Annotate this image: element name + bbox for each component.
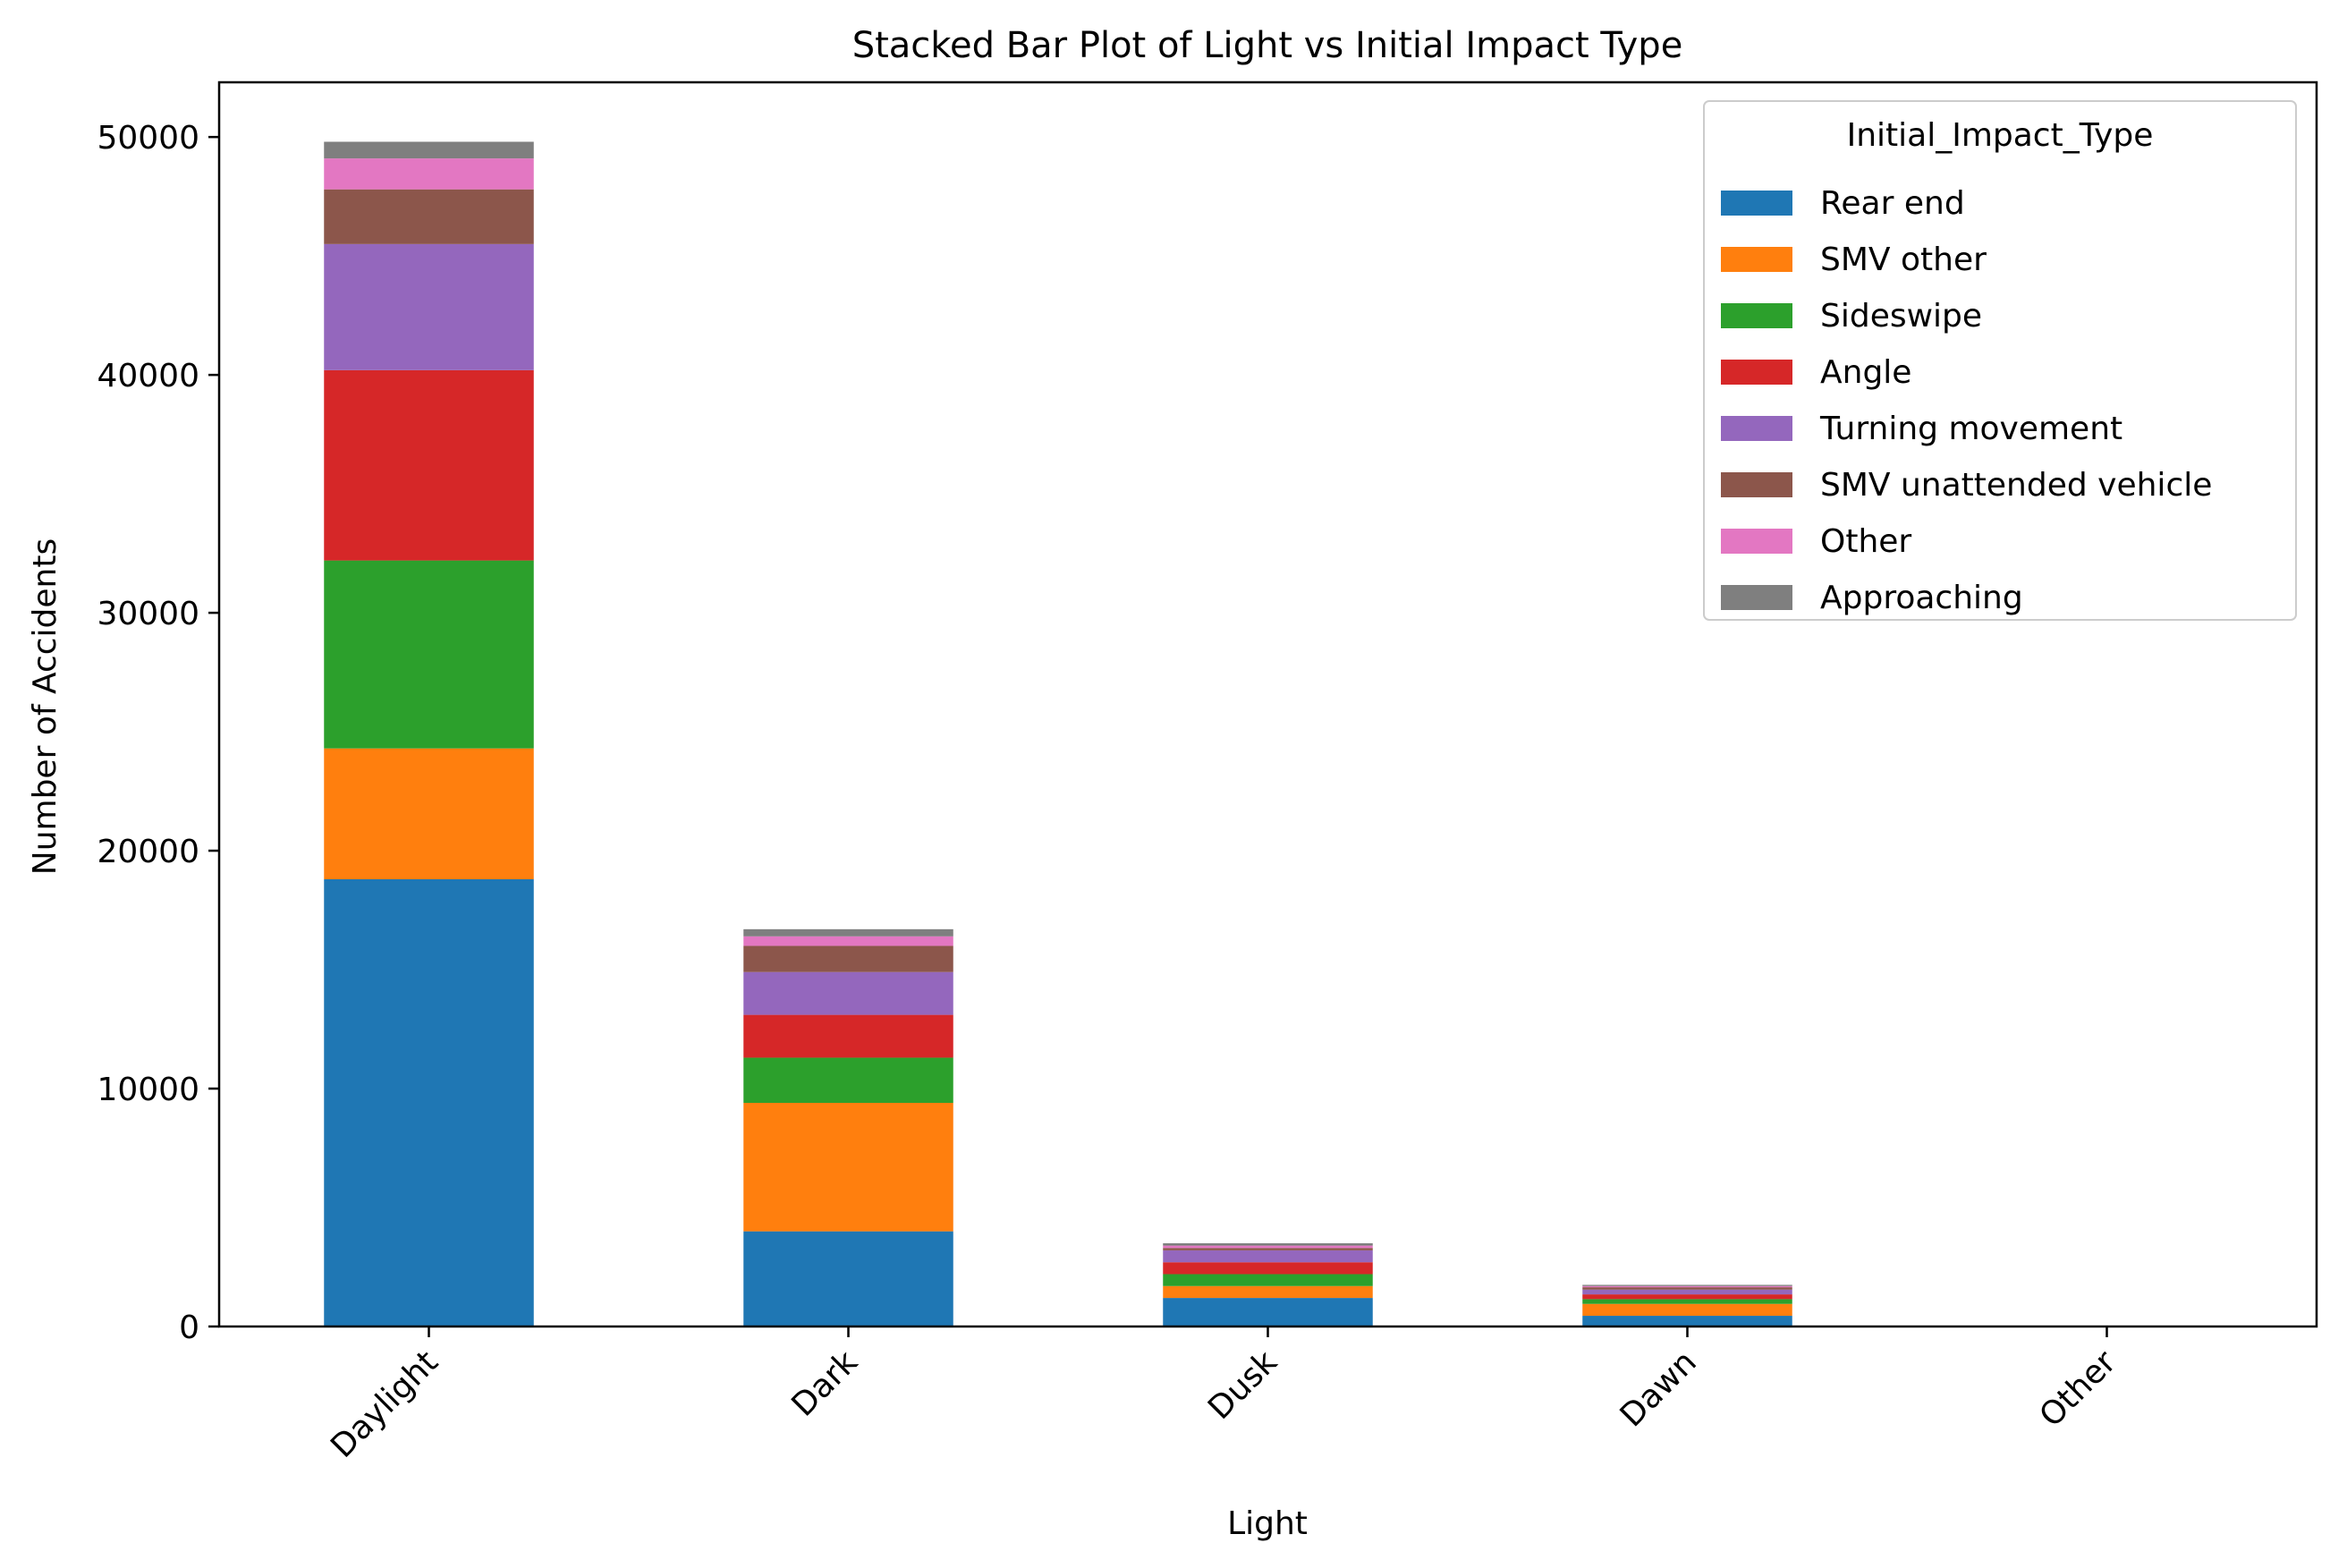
bar-segment-dawn-smv-unattended-vehicle xyxy=(1582,1287,1792,1290)
bar-segment-dark-rear-end xyxy=(743,1232,953,1326)
legend-swatch-angle xyxy=(1721,360,1792,385)
bar-segment-daylight-approaching xyxy=(324,141,534,158)
legend-label-approaching: Approaching xyxy=(1820,580,2023,616)
bar-segment-dark-sideswipe xyxy=(743,1057,953,1103)
y-tick-label: 0 xyxy=(179,1309,199,1346)
legend-title: Initial_Impact_Type xyxy=(1847,117,2154,154)
bar-segment-dark-turning-movement xyxy=(743,972,953,1015)
legend-label-smv-other: SMV other xyxy=(1820,242,1987,278)
bar-segment-dawn-angle xyxy=(1582,1294,1792,1299)
legend-swatch-smv-unattended-vehicle xyxy=(1721,472,1792,497)
bar-segment-dark-approaching xyxy=(743,929,953,937)
legend-label-other: Other xyxy=(1820,523,1911,560)
chart-title: Stacked Bar Plot of Light vs Initial Imp… xyxy=(852,25,1683,66)
legend-swatch-sideswipe xyxy=(1721,303,1792,328)
y-tick-label: 50000 xyxy=(97,120,199,157)
legend-label-smv-unattended-vehicle: SMV unattended vehicle xyxy=(1820,467,2212,504)
y-tick-label: 40000 xyxy=(97,358,199,394)
legend-swatch-rear-end xyxy=(1721,191,1792,216)
bar-segment-dusk-approaching xyxy=(1163,1243,1373,1246)
bar-segment-dark-smv-unattended-vehicle xyxy=(743,945,953,971)
bar-segment-dusk-smv-unattended-vehicle xyxy=(1163,1248,1373,1250)
x-axis-label: Light xyxy=(1227,1505,1308,1542)
bar-segment-dusk-other xyxy=(1163,1246,1373,1249)
legend-box xyxy=(1704,101,2296,620)
bar-segment-daylight-sideswipe xyxy=(324,561,534,749)
bar-segment-daylight-other xyxy=(324,158,534,190)
bar-segment-dusk-angle xyxy=(1163,1262,1373,1274)
bar-segment-dark-smv-other xyxy=(743,1103,953,1232)
bar-segment-dusk-smv-other xyxy=(1163,1286,1373,1298)
bar-segment-daylight-smv-other xyxy=(324,749,534,879)
legend-swatch-turning-movement xyxy=(1721,416,1792,441)
bar-segment-dusk-rear-end xyxy=(1163,1298,1373,1326)
bar-segment-dusk-turning-movement xyxy=(1163,1250,1373,1262)
bar-segment-dark-other xyxy=(743,937,953,946)
legend-swatch-approaching xyxy=(1721,585,1792,610)
bar-segment-dusk-sideswipe xyxy=(1163,1274,1373,1285)
bar-segment-dawn-rear-end xyxy=(1582,1316,1792,1326)
legend-label-sideswipe: Sideswipe xyxy=(1820,298,1982,335)
bar-segment-dawn-smv-other xyxy=(1582,1304,1792,1316)
y-tick-label: 30000 xyxy=(97,596,199,632)
bar-segment-dawn-sideswipe xyxy=(1582,1299,1792,1303)
bar-segment-daylight-angle xyxy=(324,370,534,561)
bar-segment-daylight-rear-end xyxy=(324,879,534,1326)
y-tick-label: 10000 xyxy=(97,1072,199,1108)
legend: Initial_Impact_Type Rear end SMV other Side… xyxy=(1704,101,2296,620)
bar-segment-dark-angle xyxy=(743,1015,953,1058)
bar-segment-dawn-turning-movement xyxy=(1582,1290,1792,1294)
bar-segment-dawn-other xyxy=(1582,1286,1792,1287)
y-axis-label: Number of Accidents xyxy=(27,538,64,875)
bar-segment-dawn-approaching xyxy=(1582,1284,1792,1285)
legend-label-turning-movement: Turning movement xyxy=(1819,411,2122,447)
y-tick-label: 20000 xyxy=(97,834,199,870)
bar-segment-daylight-smv-unattended-vehicle xyxy=(324,190,534,244)
legend-swatch-smv-other xyxy=(1721,247,1792,272)
legend-swatch-other xyxy=(1721,529,1792,554)
bar-segment-daylight-turning-movement xyxy=(324,244,534,370)
legend-label-angle: Angle xyxy=(1820,354,1911,391)
legend-label-rear-end: Rear end xyxy=(1820,185,1965,222)
